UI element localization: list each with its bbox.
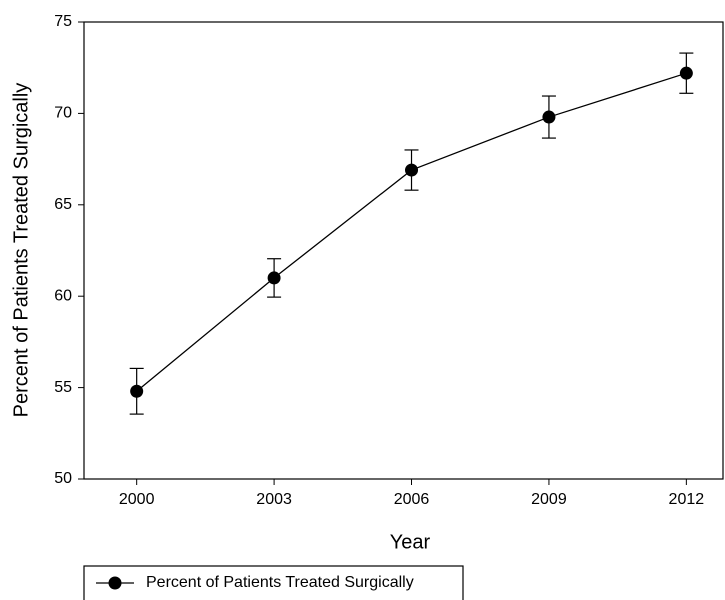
x-tick-label: 2000 xyxy=(119,491,155,508)
legend-label: Percent of Patients Treated Surgically xyxy=(146,574,414,591)
legend-box xyxy=(83,565,464,600)
plot-frame xyxy=(83,21,724,480)
y-tick-label: 75 xyxy=(54,13,72,30)
y-tick-label: 55 xyxy=(54,379,72,396)
legend-marker xyxy=(108,576,122,590)
y-axis-title: Percent of Patients Treated Surgically xyxy=(10,83,32,418)
point xyxy=(679,66,693,80)
point xyxy=(542,110,556,124)
point xyxy=(267,271,281,285)
x-axis-title: Year xyxy=(390,531,431,553)
x-tick-label: 2009 xyxy=(531,491,567,508)
x-tick-label: 2012 xyxy=(669,491,705,508)
point xyxy=(130,384,144,398)
y-tick-label: 60 xyxy=(54,287,72,304)
y-tick-label: 70 xyxy=(54,105,72,122)
point xyxy=(405,163,419,177)
x-tick-label: 2003 xyxy=(256,491,292,508)
line xyxy=(136,72,687,392)
x-tick-label: 2006 xyxy=(394,491,430,508)
y-tick-label: 50 xyxy=(54,470,72,487)
y-tick-label: 65 xyxy=(54,196,72,213)
